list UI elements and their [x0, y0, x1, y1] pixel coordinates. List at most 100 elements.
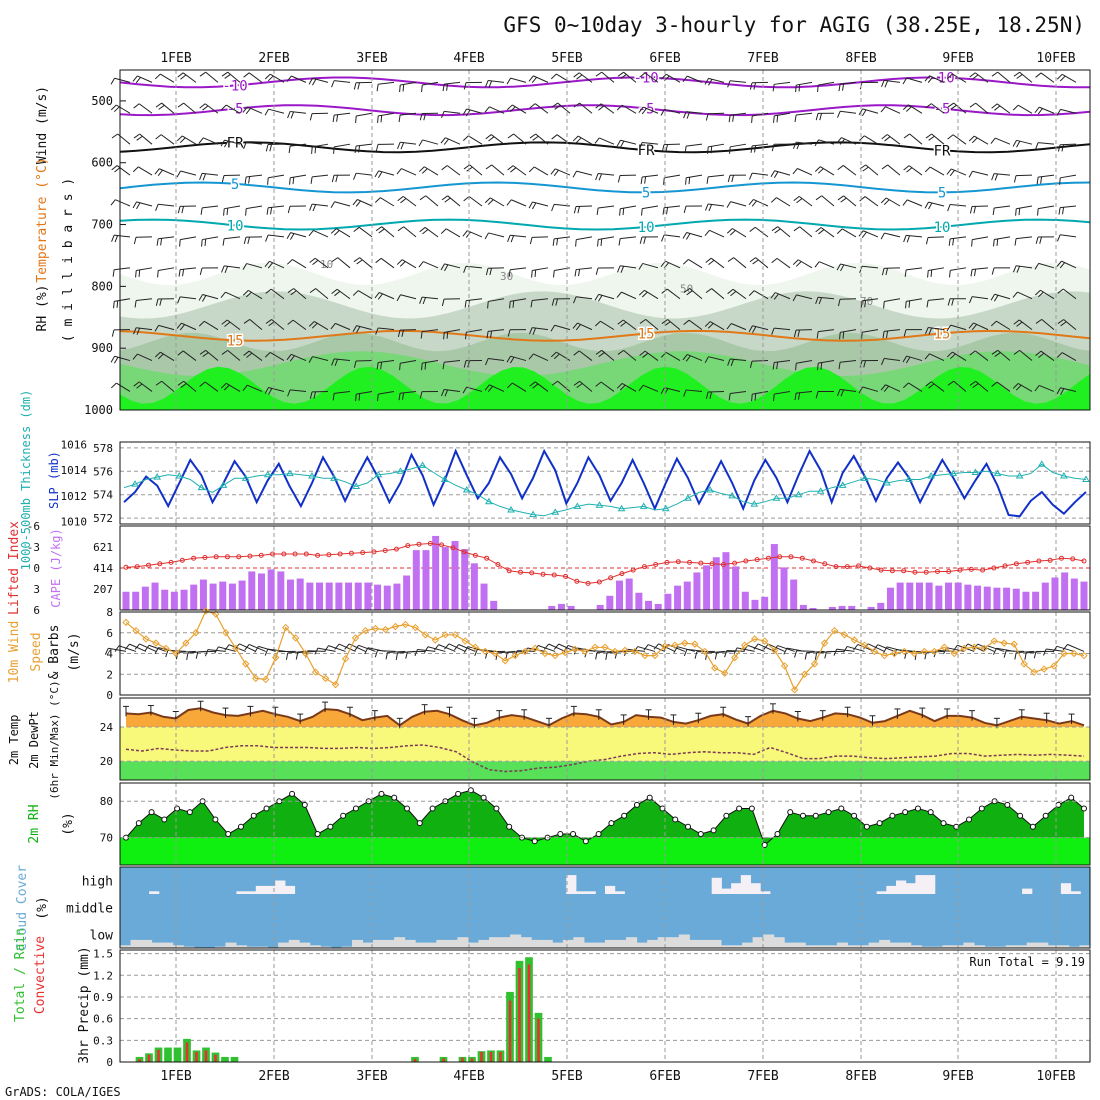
wind-barb-flag — [972, 383, 979, 389]
wind-barb — [158, 203, 175, 207]
cape-bar — [674, 585, 682, 610]
thickness-point — [1015, 471, 1024, 479]
high-cloud-bar — [265, 885, 276, 894]
wind-barb-flag — [748, 325, 753, 333]
lifted-point — [991, 565, 997, 571]
wind-barb-flag — [224, 644, 230, 651]
wind-barb-flag — [902, 199, 908, 206]
wind-barb-flag — [836, 228, 843, 235]
low-cloud-bar — [678, 934, 690, 948]
wind-barb-flag — [595, 173, 599, 181]
low-cloud-bar — [404, 939, 416, 948]
wind-barb-flag — [991, 349, 998, 355]
wind-speed-point — [431, 636, 440, 644]
wind-barb — [620, 205, 637, 210]
wind-barb — [842, 165, 857, 176]
wind-barb-flag — [111, 165, 118, 171]
wind-barb — [708, 77, 725, 83]
wind-barb — [798, 195, 813, 207]
wind-speed-point — [252, 674, 260, 683]
wind-barb — [314, 257, 329, 269]
wind-barb-flag — [331, 358, 335, 366]
wind-barb — [840, 388, 857, 392]
cape-axis-label: CAPE (J/kg) — [49, 528, 63, 607]
wind-barb-flag — [970, 269, 973, 277]
wind-barb-flag — [1015, 384, 1022, 391]
low-cloud-bar — [183, 946, 195, 948]
precip-convective-bar — [138, 1059, 141, 1062]
wind-barb — [425, 195, 439, 207]
wind-barb-flag — [155, 204, 159, 211]
wind-barb-flag — [113, 106, 120, 113]
low-cloud-bar — [446, 939, 458, 948]
rh-base-fill — [120, 837, 1090, 865]
rh-point — [608, 820, 615, 827]
wind-barb-flag — [474, 649, 478, 656]
wind-barb — [438, 644, 456, 652]
wind-barb-flag — [110, 382, 117, 389]
cape-bar — [848, 605, 856, 610]
wind-barb-flag — [551, 102, 558, 108]
wind-barb-flag — [861, 332, 863, 340]
wind-barb — [664, 174, 681, 179]
slp-tick-label: 1014 — [61, 464, 88, 477]
rh-point — [748, 805, 755, 812]
wind-barb — [338, 643, 356, 652]
wind-barb-flag — [352, 199, 358, 206]
wind-speed-point — [591, 643, 599, 651]
lifted-point — [1081, 558, 1087, 564]
wind-barb — [537, 645, 556, 652]
thickness-point — [794, 490, 803, 498]
wind-barb-flag — [751, 115, 753, 123]
wind-barb — [334, 390, 351, 394]
wind-barb-flag — [1012, 140, 1017, 147]
wind-barb-flag — [551, 134, 558, 140]
wind-barb-flag — [837, 111, 841, 118]
rh-point — [531, 838, 538, 845]
wind-barb-flag — [375, 327, 379, 335]
wind-barb — [665, 260, 681, 269]
wind-barb-flag — [665, 144, 669, 152]
lifted-point — [1025, 559, 1031, 565]
lifted-point — [1070, 556, 1076, 562]
wind-barb — [975, 380, 989, 392]
wind-barb-flag — [573, 296, 577, 304]
lifted-point — [461, 549, 467, 555]
wind-barb-flag — [753, 82, 757, 90]
wind-barb — [1067, 643, 1085, 652]
wind-barb — [973, 322, 989, 331]
wind-barb — [269, 351, 285, 361]
wind-barb-flag — [424, 646, 429, 654]
rh-point — [825, 809, 832, 816]
wind-barb — [687, 353, 703, 362]
wind-barb — [1019, 350, 1033, 361]
wind-barb — [664, 234, 681, 238]
date-tick-label: 8FEB — [845, 51, 876, 66]
lifted-point — [1058, 555, 1064, 561]
wind-barb-flag — [490, 330, 493, 338]
wind-barb — [862, 329, 879, 333]
wind-barb — [710, 257, 725, 269]
wind-barb-flag — [176, 135, 183, 142]
wind-barb-flag — [441, 389, 445, 397]
precip-total-axis-label: Total / Rain — [13, 928, 28, 1022]
rh-point — [1004, 801, 1011, 808]
low-cloud-bar — [383, 939, 395, 948]
wind-barb — [600, 103, 615, 114]
wind-barb — [1040, 72, 1055, 83]
cape-bar — [228, 583, 236, 610]
wind-barb-flag — [179, 324, 185, 331]
wind-barb-flag — [353, 257, 360, 263]
wind-barb-flag — [794, 393, 797, 401]
wind-speed-point — [621, 646, 629, 655]
wind-barb-flag — [377, 394, 379, 402]
wind-barb-flag — [154, 325, 160, 332]
thickness-tick-label: 576 — [93, 465, 113, 478]
wind-barb-flag — [330, 323, 336, 330]
lifted-point — [934, 569, 940, 574]
wind-barb — [328, 645, 346, 652]
temperature-contour — [119, 329, 1091, 342]
wind-speed-point — [471, 643, 479, 651]
wind-barb-flag — [223, 208, 225, 216]
